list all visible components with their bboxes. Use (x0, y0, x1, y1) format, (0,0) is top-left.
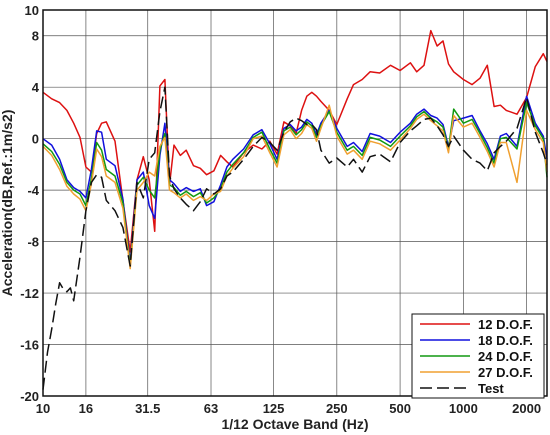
x-tick-label: 10 (36, 401, 50, 416)
series-line-27-d-o-f (42, 104, 548, 270)
y-tick-label: -16 (20, 338, 39, 353)
y-tick-label: 10 (25, 3, 39, 18)
y-tick-label: 8 (32, 29, 39, 44)
legend-entry: Test (478, 381, 504, 396)
series-line-test (42, 86, 548, 390)
y-tick-label: 4 (32, 80, 40, 95)
y-tick-label: 0 (32, 132, 39, 147)
x-tick-label: 63 (204, 401, 218, 416)
x-tick-label: 1000 (449, 401, 478, 416)
legend-entry: 27 D.O.F. (478, 365, 533, 380)
y-tick-labels: -20 -16 -12 -8 -4 0 4 8 10 (20, 3, 40, 404)
y-tick-label: -4 (27, 183, 39, 198)
y-axis-label: Acceleration(dB,Ref.:1m/s2) (0, 110, 15, 297)
x-tick-label: 250 (326, 401, 348, 416)
x-tick-label: 500 (389, 401, 411, 416)
y-tick-label: -8 (27, 235, 39, 250)
x-tick-label: 2000 (512, 401, 541, 416)
series-line-24-d-o-f (42, 101, 548, 267)
x-axis-label: 1/12 Octave Band (Hz) (221, 416, 368, 432)
legend-entry: 18 D.O.F. (478, 333, 533, 348)
legend-entry: 12 D.O.F. (478, 317, 533, 332)
x-tick-labels: 10 16 31.5 63 125 250 500 1000 2000 (36, 401, 541, 416)
series-layer (42, 29, 548, 390)
plot-frame (42, 9, 548, 397)
y-tick-label: -20 (20, 389, 39, 404)
y-tick-label: -12 (20, 286, 39, 301)
legend: 12 D.O.F.18 D.O.F.24 D.O.F.27 D.O.F.Test (411, 313, 545, 399)
x-tick-label: 16 (79, 401, 93, 416)
legend-entry: 24 D.O.F. (478, 349, 533, 364)
x-tick-label: 125 (263, 401, 285, 416)
x-tick-label: 31.5 (135, 401, 160, 416)
